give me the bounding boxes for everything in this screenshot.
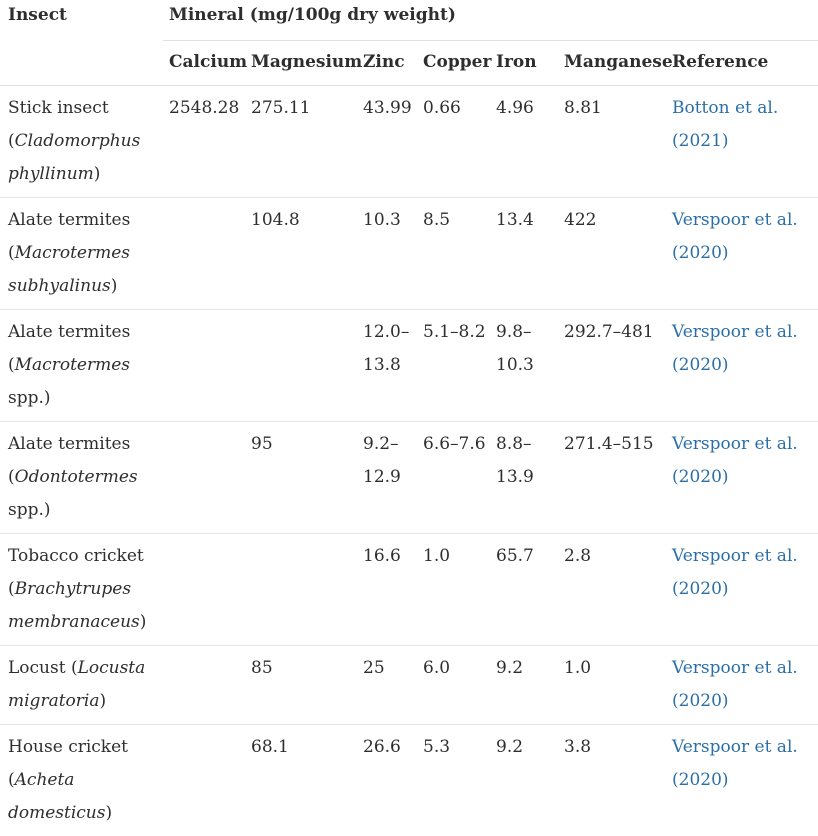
- magnesium-cell: 104.8: [245, 198, 357, 310]
- magnesium-cell: 95: [245, 422, 357, 534]
- insect-cell: Locust (Locusta migratoria): [0, 646, 163, 725]
- header-calcium: Calcium: [163, 41, 245, 86]
- manganese-cell: 3.8: [558, 725, 666, 836]
- reference-cell: Verspoor et al. (2020): [666, 422, 818, 534]
- table-row: Alate termites (Macrotermes spp.) 12.0–13…: [0, 310, 818, 422]
- copper-cell: 1.0: [417, 534, 490, 646]
- zinc-cell: 43.99: [357, 86, 417, 198]
- manganese-cell: 292.7–481: [558, 310, 666, 422]
- reference-cell: Verspoor et al. (2020): [666, 725, 818, 836]
- calcium-cell: [163, 646, 245, 725]
- copper-cell: 0.66: [417, 86, 490, 198]
- copper-cell: 5.3: [417, 725, 490, 836]
- header-insect: Insect: [0, 0, 163, 86]
- calcium-cell: 2548.28: [163, 86, 245, 198]
- reference-link[interactable]: Verspoor et al. (2020): [672, 434, 798, 487]
- calcium-cell: [163, 310, 245, 422]
- insect-name-suffix: ): [140, 612, 147, 632]
- calcium-cell: [163, 422, 245, 534]
- reference-link[interactable]: Botton et al. (2021): [672, 98, 778, 151]
- table-row: Alate termites (Macrotermes subhyalinus)…: [0, 198, 818, 310]
- insect-name-suffix: spp.): [8, 500, 51, 520]
- zinc-cell: 12.0–13.8: [357, 310, 417, 422]
- header-mineral: Mineral (mg/100g dry weight): [163, 0, 818, 41]
- insect-species-name: Brachytrupes membranaceus: [8, 579, 140, 632]
- magnesium-cell: 68.1: [245, 725, 357, 836]
- zinc-cell: 26.6: [357, 725, 417, 836]
- zinc-cell: 16.6: [357, 534, 417, 646]
- table-body: Stick insect (Cladomorphus phyllinum)254…: [0, 86, 818, 836]
- magnesium-cell: [245, 310, 357, 422]
- insect-cell: Tobacco cricket (Brachytrupes membranace…: [0, 534, 163, 646]
- reference-cell: Verspoor et al. (2020): [666, 198, 818, 310]
- magnesium-cell: 275.11: [245, 86, 357, 198]
- manganese-cell: 8.81: [558, 86, 666, 198]
- zinc-cell: 25: [357, 646, 417, 725]
- insect-cell: Alate termites (Odontotermes spp.): [0, 422, 163, 534]
- table-row: Stick insect (Cladomorphus phyllinum)254…: [0, 86, 818, 198]
- insect-name-suffix: ): [105, 803, 112, 823]
- copper-cell: 8.5: [417, 198, 490, 310]
- insect-name-suffix: ): [99, 691, 106, 711]
- iron-cell: 9.8–10.3: [490, 310, 558, 422]
- insect-cell: Stick insect (Cladomorphus phyllinum): [0, 86, 163, 198]
- insect-common-name: Locust (: [8, 658, 78, 678]
- manganese-cell: 1.0: [558, 646, 666, 725]
- insect-species-name: Macrotermes: [15, 355, 130, 375]
- insect-cell: House cricket (Acheta domesticus): [0, 725, 163, 836]
- header-iron: Iron: [490, 41, 558, 86]
- reference-link[interactable]: Verspoor et al. (2020): [672, 737, 798, 790]
- insect-name-suffix: ): [94, 164, 101, 184]
- copper-cell: 6.0: [417, 646, 490, 725]
- calcium-cell: [163, 725, 245, 836]
- header-reference: Reference: [666, 41, 818, 86]
- reference-cell: Verspoor et al. (2020): [666, 310, 818, 422]
- iron-cell: 9.2: [490, 725, 558, 836]
- reference-cell: Botton et al. (2021): [666, 86, 818, 198]
- calcium-cell: [163, 198, 245, 310]
- table-row: Tobacco cricket (Brachytrupes membranace…: [0, 534, 818, 646]
- reference-link[interactable]: Verspoor et al. (2020): [672, 546, 798, 599]
- iron-cell: 8.8–13.9: [490, 422, 558, 534]
- header-zinc: Zinc: [357, 41, 417, 86]
- iron-cell: 13.4: [490, 198, 558, 310]
- header-copper: Copper: [417, 41, 490, 86]
- iron-cell: 65.7: [490, 534, 558, 646]
- zinc-cell: 9.2–12.9: [357, 422, 417, 534]
- reference-cell: Verspoor et al. (2020): [666, 646, 818, 725]
- calcium-cell: [163, 534, 245, 646]
- manganese-cell: 271.4–515: [558, 422, 666, 534]
- iron-cell: 9.2: [490, 646, 558, 725]
- manganese-cell: 2.8: [558, 534, 666, 646]
- magnesium-cell: 85: [245, 646, 357, 725]
- iron-cell: 4.96: [490, 86, 558, 198]
- reference-cell: Verspoor et al. (2020): [666, 534, 818, 646]
- copper-cell: 6.6–7.6: [417, 422, 490, 534]
- insect-cell: Alate termites (Macrotermes spp.): [0, 310, 163, 422]
- reference-link[interactable]: Verspoor et al. (2020): [672, 210, 798, 263]
- insect-name-suffix: spp.): [8, 388, 51, 408]
- manganese-cell: 422: [558, 198, 666, 310]
- magnesium-cell: [245, 534, 357, 646]
- reference-link[interactable]: Verspoor et al. (2020): [672, 658, 798, 711]
- insect-name-suffix: ): [111, 276, 118, 296]
- header-manganese: Manganese: [558, 41, 666, 86]
- insect-cell: Alate termites (Macrotermes subhyalinus): [0, 198, 163, 310]
- insect-species-name: Acheta domesticus: [8, 770, 105, 823]
- insect-species-name: Odontotermes: [15, 467, 138, 487]
- insect-species-name: Cladomorphus phyllinum: [8, 131, 140, 184]
- reference-link[interactable]: Verspoor et al. (2020): [672, 322, 798, 375]
- zinc-cell: 10.3: [357, 198, 417, 310]
- copper-cell: 5.1–8.2: [417, 310, 490, 422]
- header-magnesium: Magnesium: [245, 41, 357, 86]
